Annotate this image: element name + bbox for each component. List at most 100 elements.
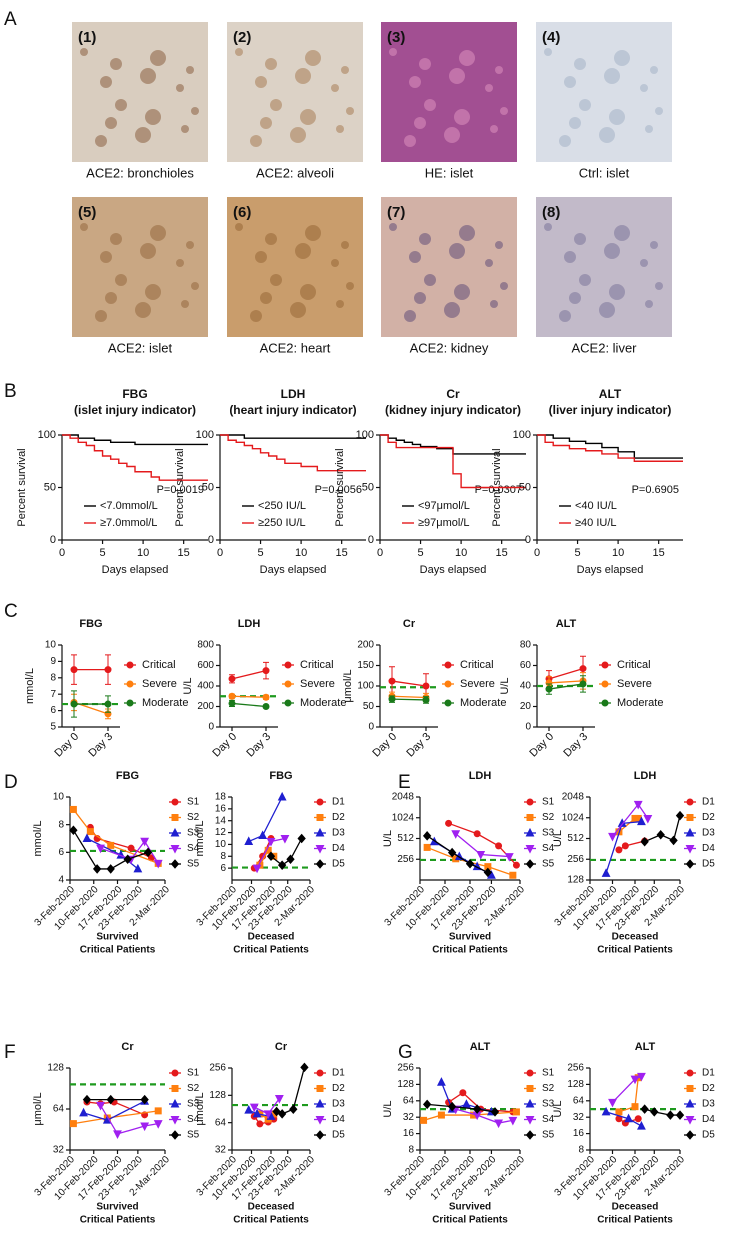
p-value: P=0.0019: [157, 484, 204, 496]
marker: [133, 863, 143, 873]
marker: [675, 810, 685, 821]
legend-label: S5: [542, 859, 555, 870]
x-tick-label: 15: [178, 547, 190, 559]
x-tick-label: 5: [257, 547, 263, 559]
image-caption: ACE2: heart: [260, 340, 331, 355]
y-tick-label: 256: [397, 854, 414, 865]
marker: [228, 699, 236, 707]
marker: [316, 1085, 324, 1092]
tissue-cell: [255, 76, 267, 88]
marker: [685, 1116, 695, 1125]
marker: [153, 859, 163, 869]
marker: [126, 661, 134, 669]
marker: [637, 1120, 646, 1130]
marker: [437, 1077, 446, 1086]
marker: [170, 859, 180, 869]
y-tick-label: 10: [215, 839, 227, 850]
image-caption: ACE2: liver: [571, 340, 637, 355]
x-tick-label: 15: [496, 547, 508, 559]
tissue-cell: [305, 50, 321, 66]
y-tick-label: 50: [202, 481, 214, 493]
legend-label: D3: [702, 828, 715, 839]
marker: [86, 828, 94, 836]
tissue-cell: [110, 233, 122, 245]
legend-label: D1: [332, 1068, 345, 1079]
marker: [277, 1109, 287, 1119]
tissue-cell: [500, 282, 508, 290]
marker: [113, 1130, 122, 1140]
image-caption: Ctrl: islet: [579, 165, 630, 180]
tissue-cell: [110, 58, 122, 70]
y-tick-label: 16: [215, 803, 227, 814]
legend-label: S2: [542, 812, 555, 823]
marker: [252, 864, 262, 874]
tissue-cell: [579, 99, 591, 111]
legend-label: <40 IU/L: [575, 500, 617, 512]
tissue-cell: [599, 127, 615, 143]
marker: [170, 827, 180, 837]
legend-label: Moderate: [460, 697, 506, 709]
marker: [685, 1130, 695, 1140]
marker: [512, 861, 520, 869]
tissue-cell: [235, 223, 243, 231]
marker: [656, 830, 665, 840]
x-axis-label: Survived: [449, 932, 491, 943]
tissue-cell: [181, 125, 189, 133]
marker: [621, 842, 629, 850]
marker: [252, 1108, 262, 1118]
tissue-cell: [574, 233, 586, 245]
legend-label: S4: [187, 843, 200, 854]
tissue-cell: [100, 251, 112, 263]
series-line: [548, 680, 584, 684]
tissue-cell: [95, 310, 107, 322]
chart-subtitle: (kidney injury indicator): [385, 403, 521, 417]
panel-label: F: [4, 1042, 16, 1063]
chart-title: FBG: [79, 618, 102, 630]
y-tick-label: 0: [208, 722, 214, 733]
x-tick-label: 0: [377, 547, 383, 559]
y-tick-label: 128: [567, 1079, 584, 1090]
marker: [686, 814, 694, 821]
chart-title: LDH: [634, 770, 657, 782]
legend-label: S3: [187, 828, 200, 839]
marker: [624, 1113, 633, 1123]
marker: [388, 695, 396, 703]
image-label: (5): [78, 204, 96, 221]
x-tick-label: 0: [534, 547, 540, 559]
legend-label: Critical: [142, 659, 176, 671]
tissue-cell: [145, 109, 161, 125]
legend-label: D2: [702, 812, 715, 823]
x-axis-label: Deceased: [248, 932, 295, 943]
tissue-cell: [645, 300, 653, 308]
marker: [284, 699, 292, 707]
marker: [447, 1101, 457, 1112]
legend-label: S2: [187, 1083, 200, 1094]
marker: [126, 680, 134, 688]
marker: [422, 696, 430, 704]
marker: [106, 1094, 115, 1105]
y-tick-label: 6: [220, 863, 226, 874]
y-tick-label: 16: [573, 1128, 585, 1139]
x-axis-label: Survived: [96, 1202, 138, 1213]
legend-label: ≥7.0mmol/L: [100, 517, 157, 529]
tissue-cell: [346, 282, 354, 290]
survival-curve: [380, 434, 526, 489]
marker: [171, 1085, 179, 1092]
tissue-cell: [490, 300, 498, 308]
tissue-cell: [459, 225, 475, 241]
tissue-cell: [459, 50, 475, 66]
legend-label: D3: [332, 828, 345, 839]
tissue-cell: [150, 50, 166, 66]
tissue-cell: [341, 241, 349, 249]
tissue-cell: [564, 251, 576, 263]
tissue-cell: [135, 302, 151, 318]
x-tick-label: 10: [612, 547, 624, 559]
y-tick-label: 80: [520, 640, 532, 651]
tissue-cell: [191, 107, 199, 115]
tissue-cell: [336, 300, 344, 308]
y-axis-label: mmol/L: [194, 820, 206, 856]
marker: [315, 1130, 325, 1140]
tissue-cell: [176, 84, 184, 92]
marker: [637, 816, 646, 826]
tissue-cell: [115, 99, 127, 111]
